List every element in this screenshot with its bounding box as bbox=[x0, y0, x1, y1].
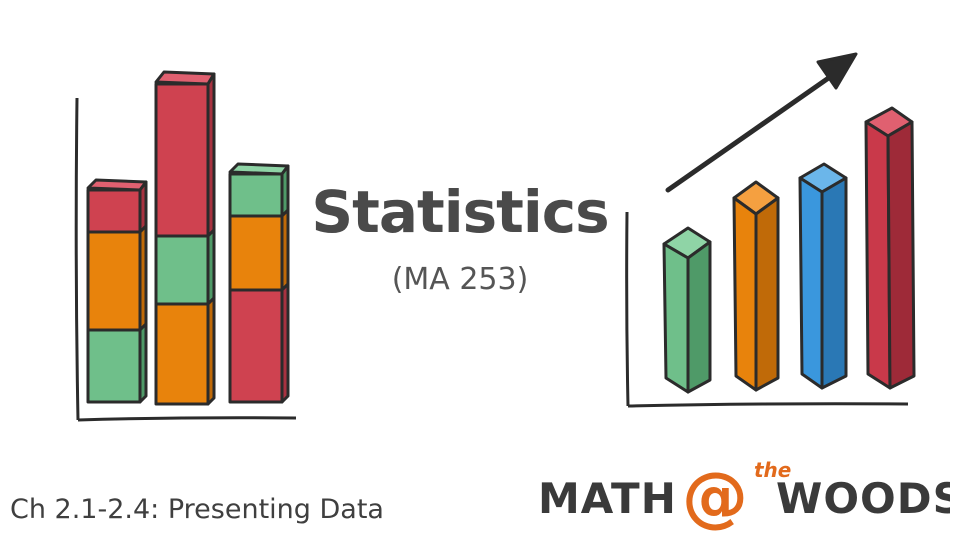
left-axis-y bbox=[74, 97, 80, 421]
chapter-caption: Ch 2.1-2.4: Presenting Data bbox=[10, 494, 384, 525]
logo-word-left: MATH bbox=[538, 474, 677, 523]
stacked-bar-illustration bbox=[74, 70, 297, 422]
left-bar-2 bbox=[154, 70, 216, 406]
left-bar-1 bbox=[86, 178, 148, 404]
course-code: (MA 253) bbox=[391, 262, 529, 297]
logo-at-symbol: @ bbox=[682, 458, 748, 535]
right-axis-y bbox=[625, 211, 630, 407]
right-axis-x bbox=[627, 402, 909, 408]
logo-superscript: the bbox=[754, 458, 791, 482]
right-bar-blue bbox=[798, 162, 848, 390]
trend-arrow-icon bbox=[665, 52, 858, 193]
math-at-the-woods-logo: MATH @ the WOODS bbox=[538, 458, 950, 535]
right-bar-crimson bbox=[864, 106, 916, 390]
left-axis-x bbox=[77, 416, 297, 422]
growth-bar-illustration bbox=[625, 52, 916, 408]
slide-title: Statistics bbox=[311, 178, 609, 246]
right-bar-orange bbox=[732, 180, 780, 392]
logo-word-right: WOODS bbox=[776, 474, 950, 523]
right-bar-green bbox=[662, 226, 712, 394]
left-bar-3 bbox=[228, 162, 290, 404]
